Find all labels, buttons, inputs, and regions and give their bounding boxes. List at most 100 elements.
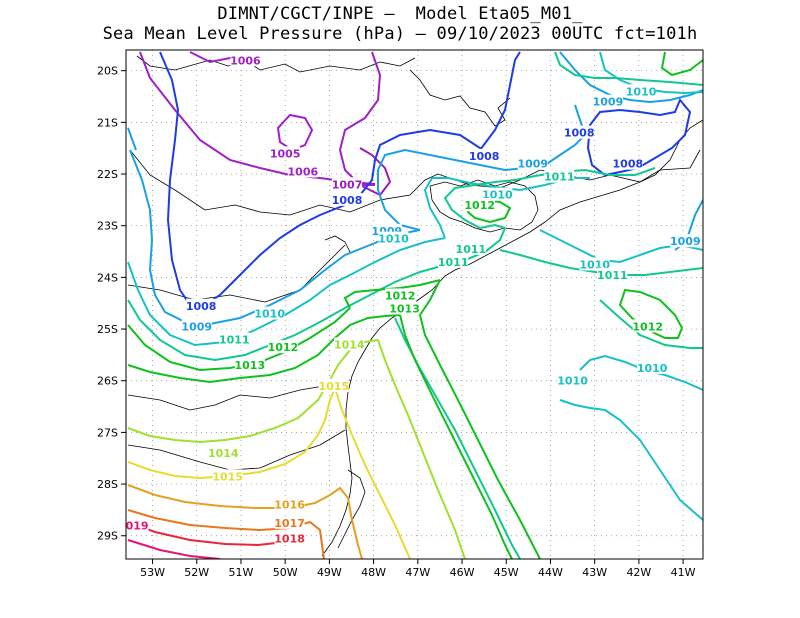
contour-label: 1017 <box>274 517 305 530</box>
x-tick-label: 47W <box>405 566 430 579</box>
x-tick-label: 48W <box>361 566 386 579</box>
contour-label-bg <box>637 360 668 374</box>
contour-label: 1014 <box>208 447 239 460</box>
contour-label: 1013 <box>234 359 265 372</box>
contour-label-bg <box>219 332 250 346</box>
isobar-1016 <box>127 484 363 559</box>
contour-label-bg <box>670 234 701 248</box>
contour-label: 1018 <box>274 532 305 545</box>
contour-label: 1008 <box>186 300 217 313</box>
x-tick-label: 45W <box>494 566 519 579</box>
contour-label: 1008 <box>332 194 363 207</box>
chart-title-line1: DIMNT/CGCT/INPE – Model Eta05_M01_ <box>217 4 583 24</box>
contour-label: 1014 <box>334 339 365 352</box>
isobar-1010-south-coast <box>559 399 703 521</box>
isobar-1006-outer <box>139 51 376 185</box>
contour-label-bg <box>438 254 469 268</box>
contour-label-bg <box>208 446 239 460</box>
contour-label-bg <box>332 192 363 206</box>
contour-label: 1011 <box>597 269 628 282</box>
y-tick-label: 21S <box>97 116 118 129</box>
x-tick-label: 46W <box>450 566 475 579</box>
contour-label-bg <box>389 301 420 315</box>
contour-label-bg <box>334 337 365 351</box>
isobar-1008-northeast <box>479 51 521 151</box>
contour-label-bg <box>455 241 486 255</box>
state-border-pr <box>127 244 346 303</box>
contour-label-bg <box>557 373 588 387</box>
chart-title-line2: Sea Mean Level Pressure (hPa) – 09/10/20… <box>102 24 698 44</box>
contour-label-bg <box>274 531 305 545</box>
contour-label-bg <box>482 187 513 201</box>
contour-label-bg <box>579 257 610 271</box>
isobar-1008-east <box>586 98 692 177</box>
x-tick-label: 42W <box>626 566 651 579</box>
contour-label-bg <box>230 53 261 67</box>
y-tick-label: 22S <box>97 168 118 181</box>
contour-labels: 1006100510061007100810081008100810091010… <box>125 53 701 545</box>
y-tick-label: 25S <box>97 323 118 336</box>
contour-label-bg <box>186 298 217 312</box>
x-axis-ticks: 53W 52W 51W 50W 49W 48W 47W 46W 45W 44W 43W 42W 41W <box>140 559 696 579</box>
y-tick-label: 23S <box>97 220 118 233</box>
contour-label-bg <box>464 198 495 212</box>
contour-label-bg <box>517 156 548 170</box>
contour-label: 1009 <box>593 96 624 109</box>
isobar-1010-west <box>127 237 446 347</box>
contour-label-bg <box>234 358 265 372</box>
x-tick-label: 49W <box>317 566 342 579</box>
contour-label: 1015 <box>318 380 349 393</box>
contour-label-bg <box>274 497 305 511</box>
y-axis-ticks: 20S 21S 22S 23S 24S 25S 26S 27S 28S 29S <box>97 65 126 543</box>
contour-label: 1010 <box>254 308 285 321</box>
contour-label: 1012 <box>632 320 663 333</box>
x-tick-label: 51W <box>229 566 254 579</box>
y-tick-label: 26S <box>97 375 118 388</box>
contour-label: 1010 <box>637 362 668 375</box>
y-tick-label: 20S <box>97 65 118 78</box>
contour-label-bg <box>267 340 298 354</box>
plot-frame <box>125 49 704 560</box>
y-tick-label: 27S <box>97 426 118 439</box>
isobar-1011-west <box>127 264 446 362</box>
contour-label-bg <box>332 177 363 191</box>
contour-label-bg <box>469 148 500 162</box>
contour-label: 1008 <box>469 150 500 163</box>
contour-label-bg <box>212 469 243 483</box>
contour-label-bg <box>385 288 416 302</box>
isobar-1012-closed-east <box>618 288 684 339</box>
coastline-main <box>321 119 703 557</box>
contour-label-bg <box>632 319 663 333</box>
contour-label-bg <box>125 518 149 532</box>
contour-label-bg <box>612 156 643 170</box>
contour-label: 1008 <box>613 158 644 171</box>
state-border-sc <box>127 379 351 411</box>
contour-label: 1011 <box>544 171 575 184</box>
contour-label: 1010 <box>626 85 657 98</box>
contour-label: 1009 <box>181 320 212 333</box>
contour-label-bg <box>287 164 318 178</box>
isobar-1012-south <box>418 279 541 559</box>
contour-label: 1011 <box>456 243 487 256</box>
isobar-1011-south <box>394 317 521 559</box>
contour-label: 1015 <box>212 470 243 483</box>
contour-label-bg <box>318 378 349 392</box>
coast-bay-rio <box>429 179 539 233</box>
x-tick-label: 53W <box>140 566 165 579</box>
isobar-1017 <box>127 509 325 559</box>
isobar-1012-northeast <box>660 51 703 77</box>
contour-label-bg <box>274 515 305 529</box>
isobar-1013-west <box>127 314 401 384</box>
isobar-1014-west <box>127 339 379 444</box>
isobar-1012-mid <box>343 279 441 309</box>
contour-label: 1011 <box>438 256 469 269</box>
coast-paranagua <box>324 235 351 253</box>
coast-lagoon-south <box>337 469 366 549</box>
isobar-1011-mid <box>443 167 656 266</box>
isobar-1011-north <box>554 51 703 86</box>
isobar-1008-north <box>359 128 493 196</box>
contour-label: 1010 <box>557 375 588 388</box>
contour-label: 1009 <box>670 235 701 248</box>
isobar-1019 <box>127 539 221 559</box>
coast-north-islands <box>409 69 511 127</box>
